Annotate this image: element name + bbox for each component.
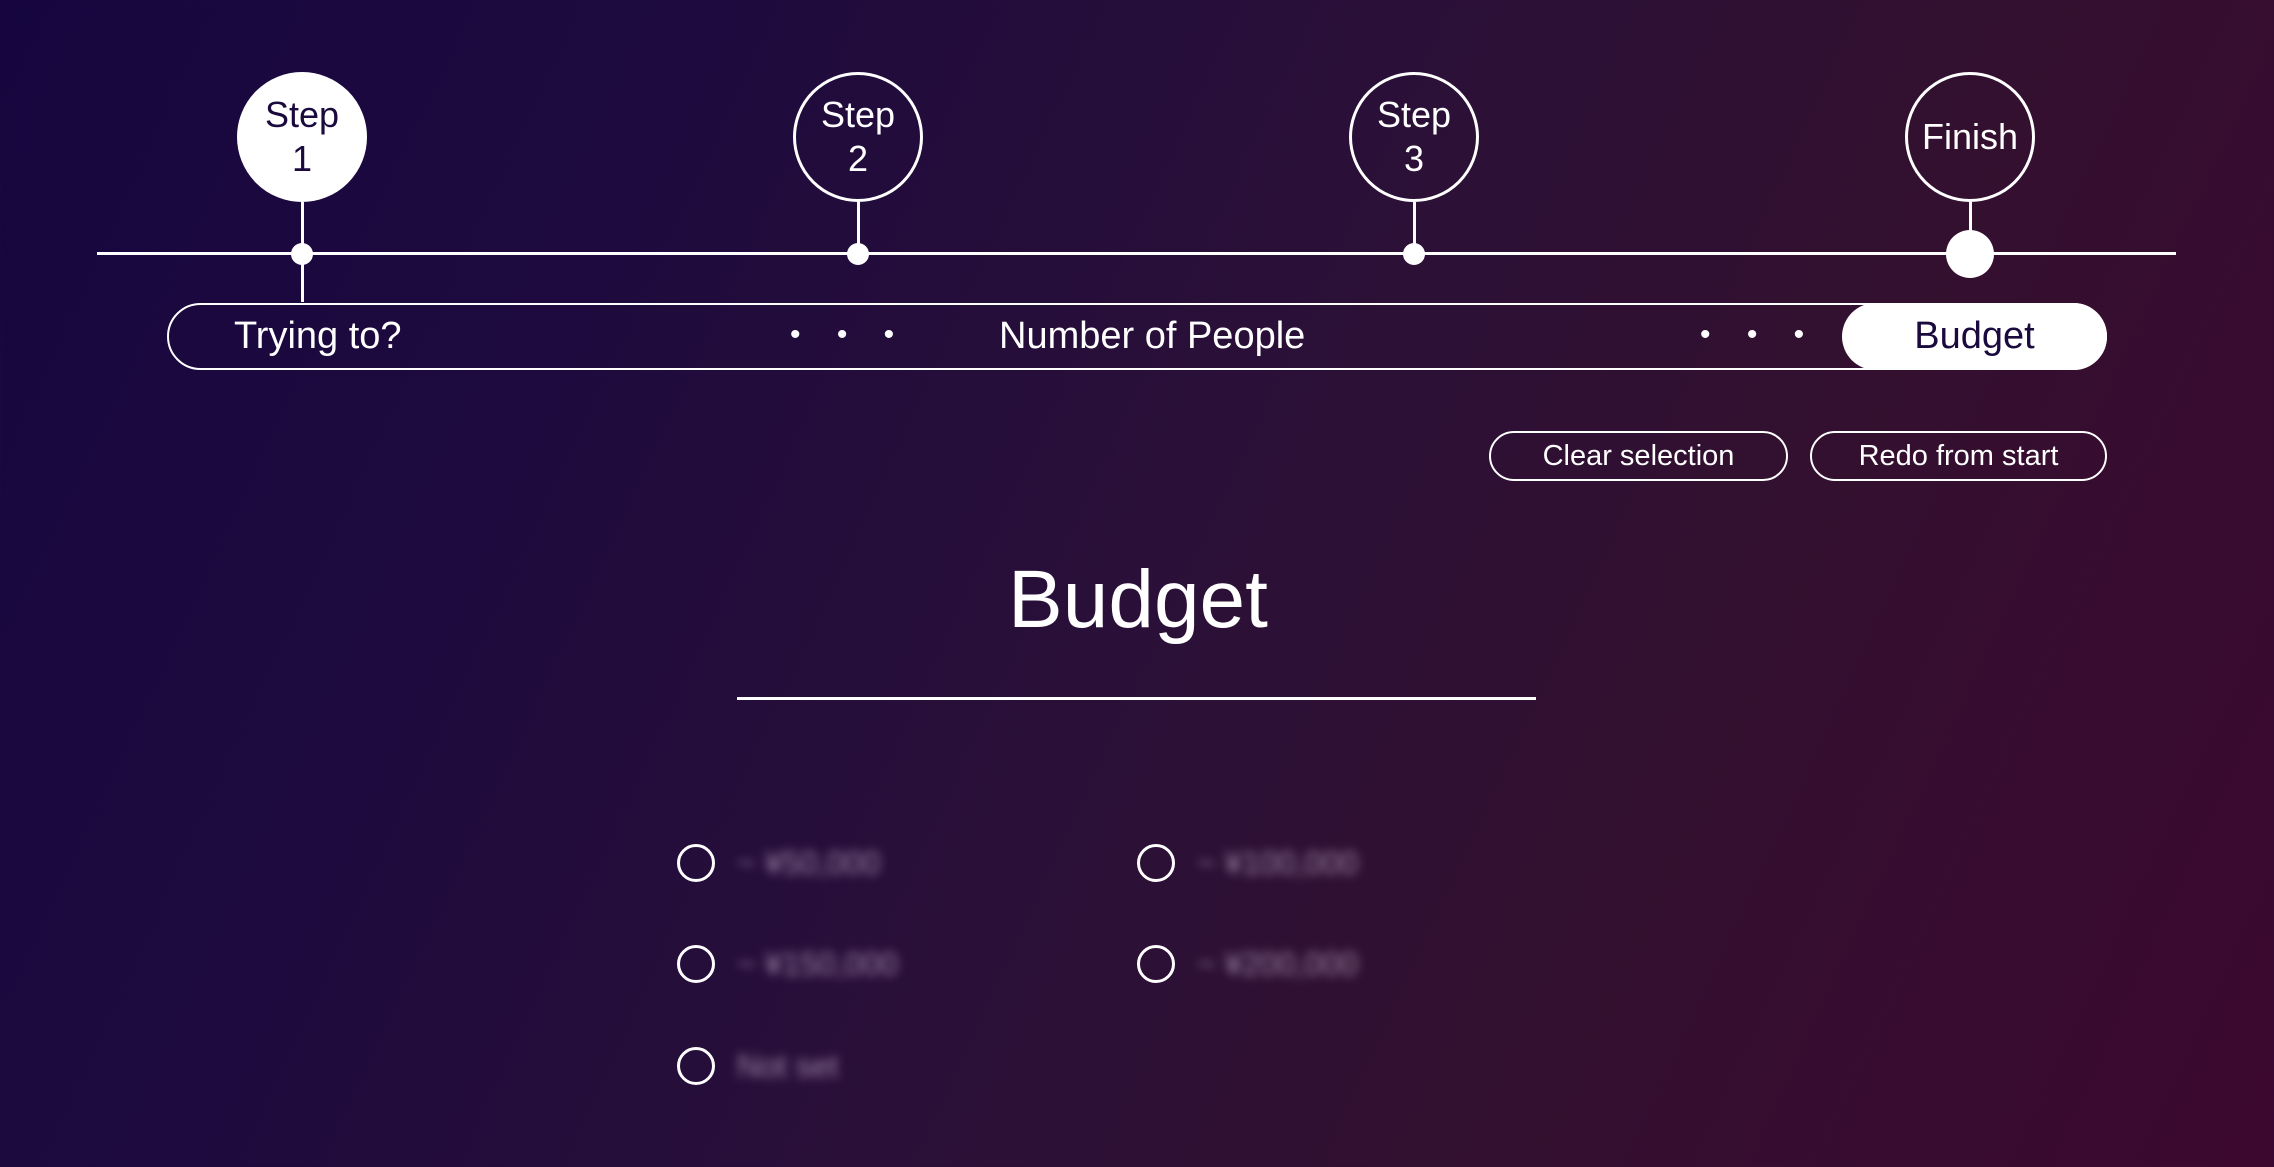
- finish-connector: [1969, 202, 1972, 252]
- step-3-connector: [1413, 202, 1416, 252]
- step-1-button[interactable]: Step 1: [237, 72, 367, 202]
- option-label: Not set: [737, 1048, 839, 1084]
- step-3-button[interactable]: Step 3: [1349, 72, 1479, 202]
- budget-option-1[interactable]: ~ ¥50,000: [677, 844, 880, 882]
- step-label: Step: [264, 94, 340, 135]
- section-title: Budget: [1008, 554, 1268, 645]
- progress-item-number-of-people[interactable]: Number of People: [999, 315, 1306, 357]
- progress-item-budget-current[interactable]: Budget: [1842, 303, 2107, 370]
- radio-button[interactable]: [1137, 945, 1175, 983]
- budget-option-5[interactable]: Not set: [677, 1047, 838, 1085]
- step-2-button[interactable]: Step 2: [793, 72, 923, 202]
- option-label: ~ ¥100,000: [1197, 845, 1359, 881]
- title-underline: [737, 697, 1536, 700]
- step-2-node: [847, 243, 869, 265]
- option-label: ~ ¥50,000: [737, 845, 881, 881]
- step-number: 1: [291, 138, 313, 179]
- timeline-line: [97, 252, 2176, 255]
- step-2-connector: [857, 202, 860, 252]
- budget-option-3[interactable]: ~ ¥150,000: [677, 945, 898, 983]
- option-label: ~ ¥200,000: [1197, 946, 1359, 982]
- budget-option-4[interactable]: ~ ¥200,000: [1137, 945, 1358, 983]
- radio-button[interactable]: [677, 945, 715, 983]
- radio-button[interactable]: [677, 1047, 715, 1085]
- step-label: Step: [820, 94, 896, 135]
- step-1-node: [291, 243, 313, 265]
- finish-node-current: [1946, 230, 1994, 278]
- radio-button[interactable]: [677, 844, 715, 882]
- step-3-node: [1403, 243, 1425, 265]
- step-finish-button[interactable]: Finish: [1905, 72, 2035, 202]
- progress-item-trying-to[interactable]: Trying to?: [234, 315, 402, 357]
- step-label: Step: [1376, 94, 1452, 135]
- budget-option-2[interactable]: ~ ¥100,000: [1137, 844, 1358, 882]
- progress-separator: • • •: [790, 318, 909, 351]
- radio-button[interactable]: [1137, 844, 1175, 882]
- step-number: 3: [1403, 138, 1425, 179]
- option-label: ~ ¥150,000: [737, 946, 899, 982]
- clear-selection-button[interactable]: Clear selection: [1489, 431, 1788, 481]
- progress-separator: • • •: [1700, 318, 1819, 351]
- step-number: 2: [847, 138, 869, 179]
- step-label: Finish: [1921, 116, 2019, 157]
- redo-from-start-button[interactable]: Redo from start: [1810, 431, 2107, 481]
